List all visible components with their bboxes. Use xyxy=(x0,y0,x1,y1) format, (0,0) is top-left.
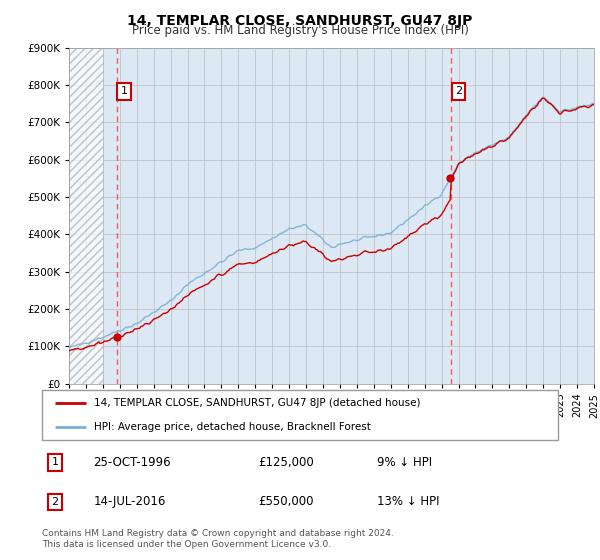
Text: 2: 2 xyxy=(52,497,58,507)
Text: 1: 1 xyxy=(121,86,128,96)
Text: £125,000: £125,000 xyxy=(259,456,314,469)
Text: 14, TEMPLAR CLOSE, SANDHURST, GU47 8JP (detached house): 14, TEMPLAR CLOSE, SANDHURST, GU47 8JP (… xyxy=(94,398,420,408)
Text: 14-JUL-2016: 14-JUL-2016 xyxy=(94,495,166,508)
Text: Price paid vs. HM Land Registry's House Price Index (HPI): Price paid vs. HM Land Registry's House … xyxy=(131,24,469,37)
Text: £550,000: £550,000 xyxy=(259,495,314,508)
Text: HPI: Average price, detached house, Bracknell Forest: HPI: Average price, detached house, Brac… xyxy=(94,422,370,432)
Text: 25-OCT-1996: 25-OCT-1996 xyxy=(94,456,171,469)
Text: 1: 1 xyxy=(52,458,58,468)
Text: 2: 2 xyxy=(455,86,462,96)
Text: 14, TEMPLAR CLOSE, SANDHURST, GU47 8JP: 14, TEMPLAR CLOSE, SANDHURST, GU47 8JP xyxy=(127,14,473,28)
Text: 9% ↓ HPI: 9% ↓ HPI xyxy=(377,456,433,469)
Text: Contains HM Land Registry data © Crown copyright and database right 2024.
This d: Contains HM Land Registry data © Crown c… xyxy=(42,529,394,549)
Text: 13% ↓ HPI: 13% ↓ HPI xyxy=(377,495,440,508)
